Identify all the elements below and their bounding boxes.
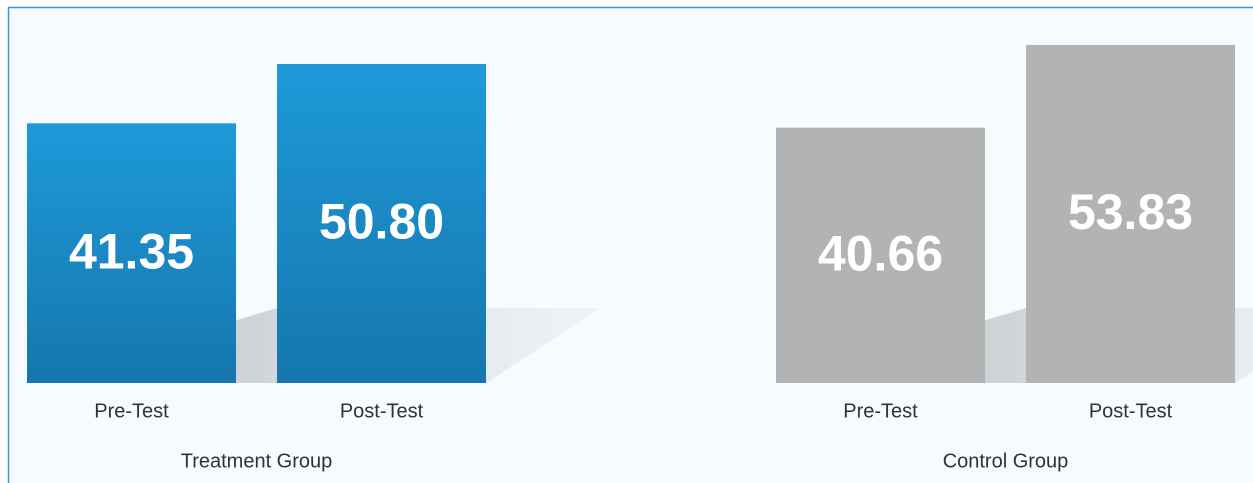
category-label: Post-Test bbox=[340, 400, 424, 422]
category-label: Pre-Test bbox=[843, 400, 918, 422]
bar bbox=[1026, 44, 1235, 383]
group-label: Control Group bbox=[943, 450, 1069, 472]
value-label: 50.80 bbox=[319, 194, 444, 250]
bar bbox=[27, 123, 236, 384]
value-label: 40.66 bbox=[818, 226, 943, 282]
value-label: 41.35 bbox=[69, 223, 194, 279]
category-label: Pre-Test bbox=[94, 400, 169, 422]
bar bbox=[776, 127, 985, 383]
group-label: Treatment Group bbox=[181, 450, 333, 472]
category-label: Post-Test bbox=[1089, 400, 1173, 422]
bar bbox=[277, 63, 486, 383]
value-label: 53.83 bbox=[1068, 184, 1193, 240]
